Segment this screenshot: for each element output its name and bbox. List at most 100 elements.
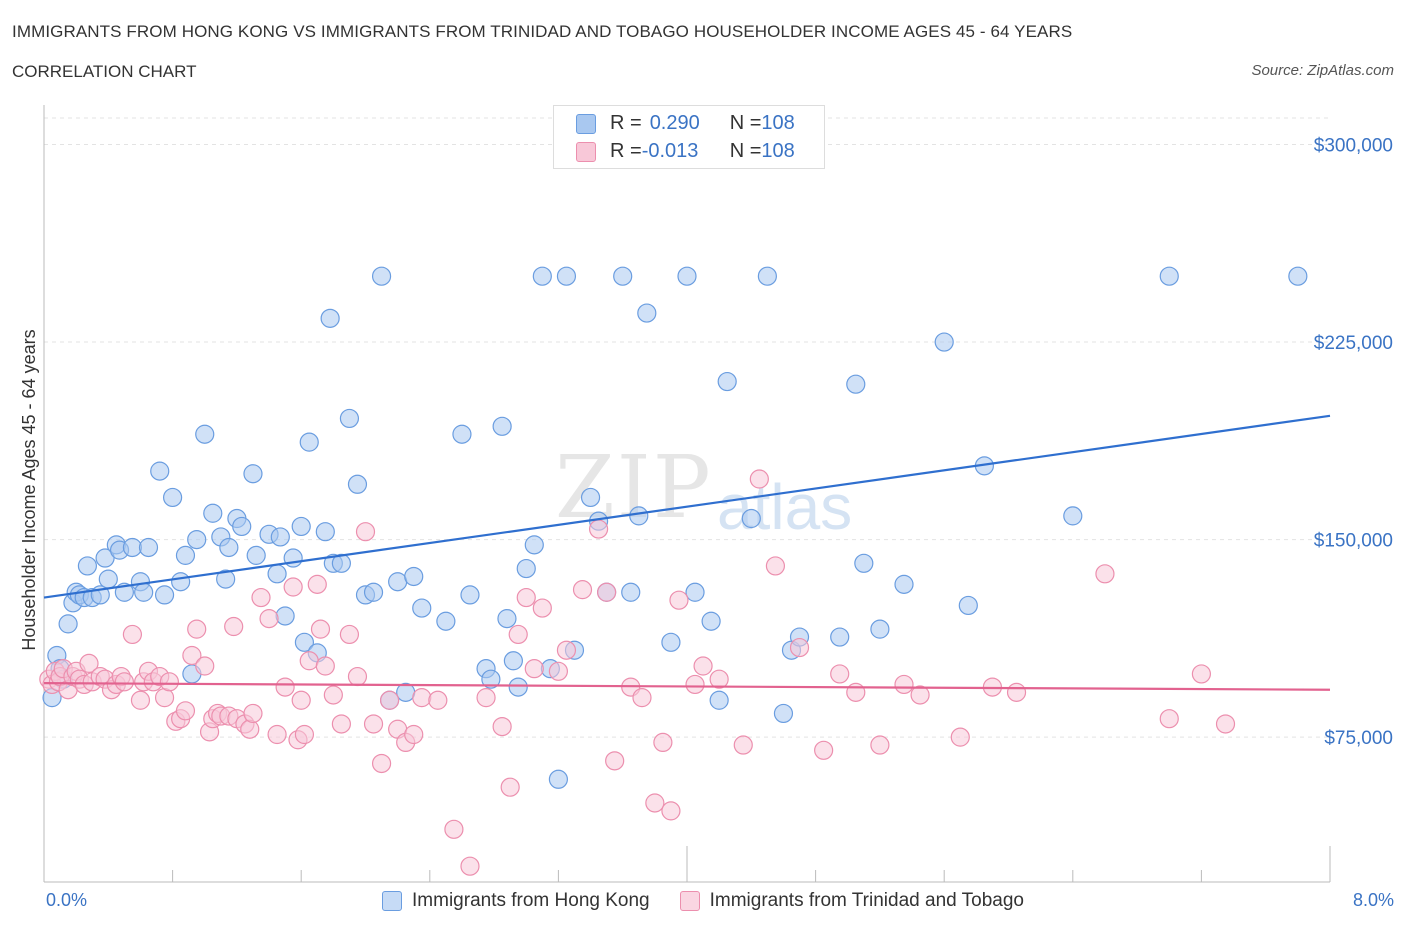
point-trinidad — [267, 724, 287, 745]
point-hong-kong — [613, 266, 633, 286]
point-trinidad — [870, 735, 890, 755]
point-trinidad — [950, 727, 970, 747]
point-trinidad — [548, 661, 569, 681]
chart-title: IMMIGRANTS FROM HONG KONG VS IMMIGRANTS … — [12, 22, 1073, 41]
x-tick-label-max: 8.0% — [1352, 890, 1394, 910]
point-trinidad — [669, 590, 689, 610]
point-hong-kong — [150, 461, 170, 481]
legend-swatch-trinidad — [679, 891, 700, 911]
point-hong-kong — [77, 556, 98, 576]
point-hong-kong — [219, 537, 239, 558]
point-trinidad — [830, 664, 850, 684]
point-hong-kong — [757, 266, 777, 286]
point-trinidad — [532, 598, 552, 618]
point-trinidad — [428, 690, 448, 710]
point-hong-kong — [934, 332, 954, 352]
stats-row-trinidad: R = -0.013 N = 108 — [576, 140, 795, 163]
stats-row-hong-kong: R = 0.290 N = 108 — [576, 112, 795, 135]
point-trinidad — [605, 751, 625, 771]
point-trinidad — [1215, 714, 1236, 734]
point-hong-kong — [232, 516, 252, 537]
point-hong-kong — [175, 545, 196, 565]
point-hong-kong — [661, 632, 681, 652]
point-trinidad — [195, 656, 215, 676]
point-trinidad — [283, 577, 303, 597]
x-tick-label-min: 0.0% — [46, 890, 88, 910]
point-trinidad — [632, 688, 652, 708]
stats-swatch-hong-kong — [576, 113, 596, 134]
point-trinidad — [130, 690, 151, 710]
point-trinidad — [572, 580, 593, 600]
point-hong-kong — [854, 553, 874, 573]
point-trinidad — [291, 690, 311, 710]
point-hong-kong — [216, 569, 236, 589]
legend: Immigrants from Hong Kong Immigrants fro… — [0, 890, 1406, 912]
point-trinidad — [476, 688, 496, 708]
point-trinidad — [1006, 682, 1027, 702]
point-hong-kong — [460, 585, 480, 605]
point-hong-kong — [1159, 266, 1179, 286]
point-hong-kong — [1063, 506, 1083, 526]
point-hong-kong — [532, 266, 552, 286]
point-trinidad — [693, 656, 713, 676]
point-trinidad — [294, 724, 315, 745]
point-hong-kong — [388, 572, 408, 592]
point-hong-kong — [371, 266, 392, 286]
point-trinidad — [444, 819, 464, 839]
point-hong-kong — [701, 611, 721, 631]
point-trinidad — [645, 793, 665, 813]
point-hong-kong — [481, 669, 501, 689]
point-hong-kong — [122, 537, 143, 558]
r-label: R = — [610, 140, 642, 162]
point-trinidad — [1191, 664, 1212, 684]
legend-swatch-hong-kong — [382, 891, 403, 911]
point-hong-kong — [283, 548, 303, 568]
point-trinidad — [315, 656, 335, 676]
legend-item-hong-kong[interactable]: Immigrants from Hong Kong — [382, 890, 650, 912]
point-trinidad — [331, 714, 351, 734]
point-trinidad — [251, 587, 271, 608]
point-trinidad — [1095, 564, 1115, 584]
point-hong-kong — [452, 424, 472, 444]
point-hong-kong — [677, 266, 697, 286]
point-hong-kong — [741, 508, 761, 529]
point-trinidad — [508, 624, 528, 645]
point-hong-kong — [404, 566, 424, 587]
point-hong-kong — [503, 651, 523, 671]
y-tick-label: $300,000 — [1314, 136, 1393, 157]
legend-item-trinidad[interactable]: Immigrants from Trinidad and Tobago — [679, 890, 1024, 912]
point-hong-kong — [163, 487, 183, 508]
point-trinidad — [846, 682, 866, 702]
point-hong-kong — [187, 529, 207, 550]
n-label: N = — [729, 112, 762, 134]
point-hong-kong — [637, 303, 657, 323]
point-hong-kong — [134, 582, 154, 602]
point-hong-kong — [548, 769, 569, 789]
point-hong-kong — [58, 614, 78, 634]
point-trinidad — [299, 651, 319, 671]
point-trinidad — [371, 753, 392, 774]
point-hong-kong — [171, 572, 191, 592]
point-hong-kong — [275, 606, 295, 626]
point-hong-kong — [98, 569, 118, 589]
point-hong-kong — [138, 537, 159, 558]
point-trinidad — [556, 640, 577, 660]
point-trinidad — [355, 522, 376, 542]
point-trinidad — [412, 688, 432, 708]
point-hong-kong — [243, 464, 263, 484]
trend-line-trinidad — [43, 682, 1331, 691]
point-hong-kong — [709, 690, 729, 710]
point-hong-kong — [267, 564, 287, 584]
point-trinidad — [243, 703, 263, 724]
r-value: 0.290 — [649, 112, 700, 134]
y-axis-label: Householder Income Ages 45 - 64 years — [19, 329, 39, 650]
r-label: R = — [610, 112, 642, 134]
point-hong-kong — [773, 703, 794, 724]
point-trinidad — [323, 685, 343, 705]
point-hong-kong — [508, 677, 528, 697]
point-trinidad — [492, 716, 512, 737]
watermark-atlas: atlas — [717, 471, 853, 543]
point-trinidad — [1159, 709, 1179, 729]
point-hong-kong — [621, 582, 641, 602]
